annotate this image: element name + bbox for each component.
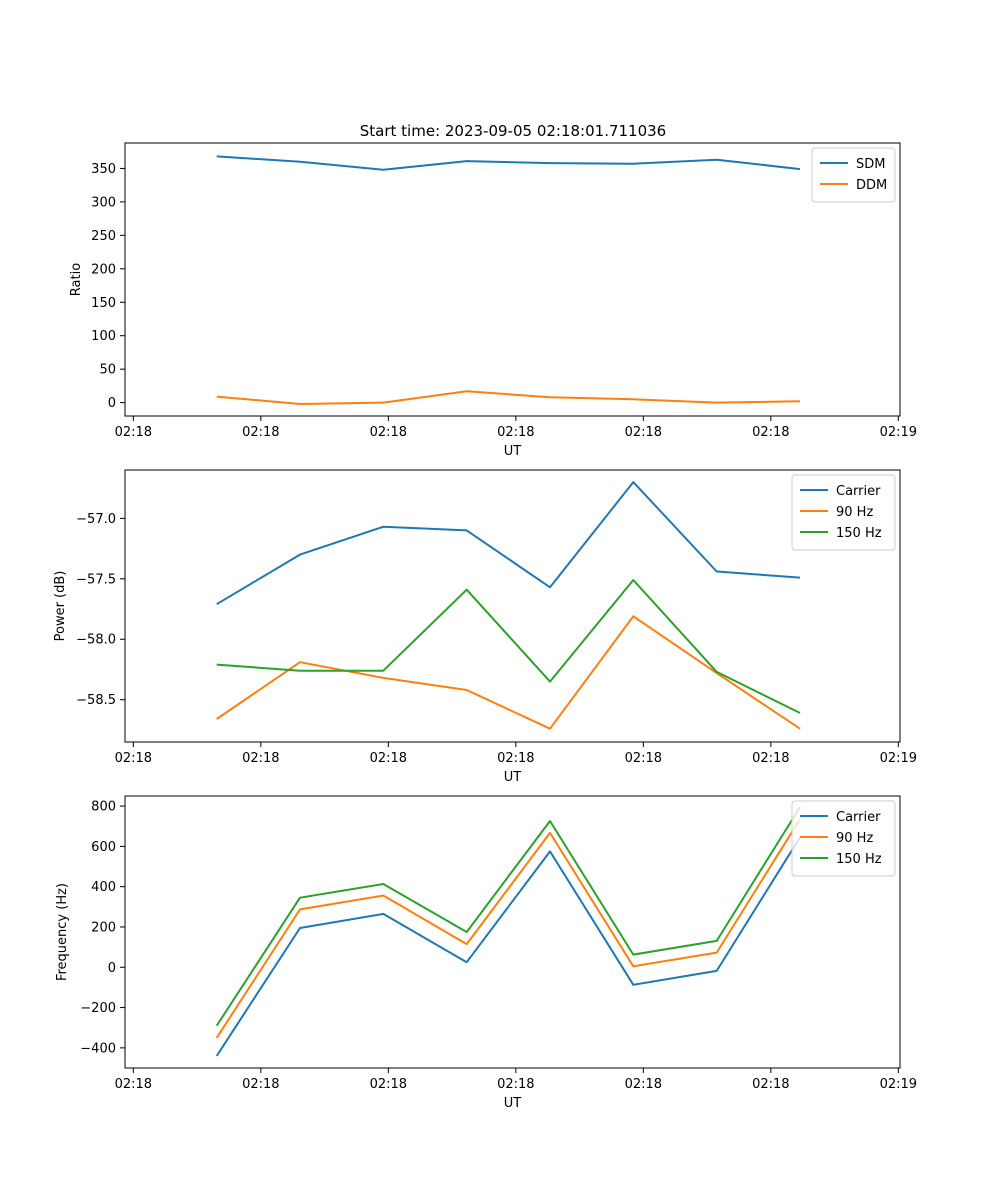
y-tick-label: 0 — [108, 396, 116, 411]
x-tick-label: 02:18 — [497, 751, 534, 766]
series-line-90hz — [215, 818, 801, 1039]
legend-label-150hz: 150 Hz — [836, 852, 882, 867]
legend: SDM DDM — [811, 147, 896, 203]
y-tick-label: −57.5 — [76, 572, 116, 587]
y-tick-label: −58.5 — [76, 693, 116, 708]
x-tick-label: 02:18 — [370, 425, 407, 440]
ratio-panel: 02:18 02:18 02:18 02:18 02:18 02:18 02:19 0 50 10… — [69, 142, 917, 459]
axes-frame — [124, 142, 901, 417]
series-line-150hz — [216, 579, 801, 714]
x-tick-label: 02:18 — [242, 751, 279, 766]
x-tick-label: 02:18 — [115, 425, 152, 440]
y-tick-label: −200 — [80, 1001, 116, 1016]
y-tick-label: 0 — [108, 961, 116, 976]
legend-label-90hz: 90 Hz — [836, 831, 873, 846]
y-axis-label: Power (dB) — [53, 571, 68, 642]
x-tick-label: 02:18 — [242, 425, 279, 440]
figure-title: Start time: 2023-09-05 02:18:01.711036 — [360, 122, 666, 140]
legend-label-sdm: SDM — [856, 157, 885, 172]
x-tick-label: 02:18 — [625, 1077, 662, 1092]
y-tick-label: 800 — [91, 800, 116, 815]
x-axis-label: UT — [504, 1096, 522, 1111]
x-tick-label: 02:18 — [497, 1077, 534, 1092]
y-tick-label: −400 — [80, 1041, 116, 1056]
x-tick-label: 02:19 — [880, 751, 917, 766]
legend: Carrier 90 Hz 150 Hz — [791, 474, 896, 551]
x-tick-label: 02:19 — [880, 1077, 917, 1092]
legend: Carrier 90 Hz 150 Hz — [791, 800, 896, 877]
y-tick-label: −58.0 — [76, 633, 116, 648]
y-tick-label: 50 — [99, 363, 116, 378]
axes-frame — [124, 469, 901, 743]
legend-box — [811, 147, 896, 203]
x-tick-label: 02:18 — [115, 751, 152, 766]
x-tick-label: 02:18 — [752, 1077, 789, 1092]
x-tick-label: 02:18 — [752, 425, 789, 440]
x-tick-label: 02:18 — [115, 1077, 152, 1092]
y-tick-label: 200 — [91, 262, 116, 277]
x-tick-label: 02:18 — [242, 1077, 279, 1092]
y-tick-label: 250 — [91, 229, 116, 244]
x-axis-label: UT — [504, 444, 522, 459]
y-tick-label: 200 — [91, 920, 116, 935]
legend-label-90hz: 90 Hz — [836, 505, 873, 520]
x-axis-label: UT — [504, 770, 522, 785]
legend-label-ddm: DDM — [856, 178, 887, 193]
series-line-carrier — [215, 836, 801, 1057]
x-tick-label: 02:19 — [880, 425, 917, 440]
series-line-sdm — [216, 155, 801, 171]
legend-label-150hz: 150 Hz — [836, 526, 882, 541]
y-tick-label: 400 — [91, 880, 116, 895]
y-axis-label: Ratio — [69, 263, 84, 296]
x-tick-label: 02:18 — [370, 751, 407, 766]
legend-label-carrier: Carrier — [836, 484, 881, 499]
series-line-carrier — [216, 481, 801, 606]
y-axis-label: Frequency (Hz) — [55, 883, 70, 981]
x-tick-label: 02:18 — [625, 751, 662, 766]
y-tick-label: −57.0 — [76, 512, 116, 527]
y-tick-label: 350 — [91, 162, 116, 177]
x-tick-label: 02:18 — [752, 751, 789, 766]
x-tick-label: 02:18 — [370, 1077, 407, 1092]
y-tick-label: 300 — [91, 195, 116, 210]
series-line-ddm — [216, 390, 801, 405]
y-tick-label: 150 — [91, 296, 116, 311]
y-tick-label: 100 — [91, 329, 116, 344]
power-panel: 02:18 02:18 02:18 02:18 02:18 02:18 02:19 −58.5… — [53, 469, 917, 785]
series-line-90hz — [216, 615, 801, 730]
y-tick-label: 600 — [91, 840, 116, 855]
axes-frame — [124, 795, 901, 1069]
x-tick-label: 02:18 — [497, 425, 534, 440]
series-line-150hz — [215, 806, 801, 1027]
frequency-panel: 02:18 02:18 02:18 02:18 02:18 02:18 02:19 −400 −… — [55, 795, 917, 1111]
x-tick-label: 02:18 — [625, 425, 662, 440]
legend-label-carrier: Carrier — [836, 810, 881, 825]
